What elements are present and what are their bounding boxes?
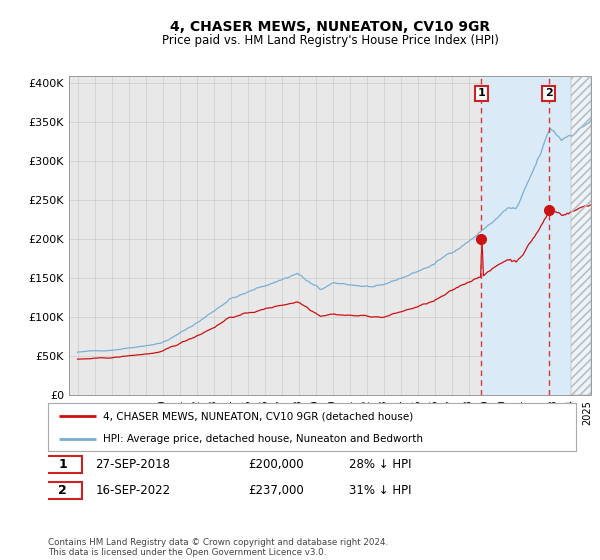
Text: Contains HM Land Registry data © Crown copyright and database right 2024.
This d: Contains HM Land Registry data © Crown c… bbox=[48, 538, 388, 557]
Text: Price paid vs. HM Land Registry's House Price Index (HPI): Price paid vs. HM Land Registry's House … bbox=[161, 34, 499, 46]
Bar bbox=[571, 76, 591, 395]
Bar bbox=[481, 76, 548, 395]
Bar bbox=[571, 76, 591, 395]
Text: 2: 2 bbox=[58, 484, 67, 497]
FancyBboxPatch shape bbox=[43, 482, 82, 500]
FancyBboxPatch shape bbox=[43, 455, 82, 473]
Text: HPI: Average price, detached house, Nuneaton and Bedworth: HPI: Average price, detached house, Nune… bbox=[103, 434, 424, 444]
Text: 1: 1 bbox=[478, 88, 485, 99]
Text: 2: 2 bbox=[545, 88, 553, 99]
Bar bbox=[548, 76, 571, 395]
Text: £237,000: £237,000 bbox=[248, 484, 304, 497]
Text: 28% ↓ HPI: 28% ↓ HPI bbox=[349, 458, 412, 470]
Text: £200,000: £200,000 bbox=[248, 458, 304, 470]
Text: 4, CHASER MEWS, NUNEATON, CV10 9GR: 4, CHASER MEWS, NUNEATON, CV10 9GR bbox=[170, 20, 490, 34]
Text: 4, CHASER MEWS, NUNEATON, CV10 9GR (detached house): 4, CHASER MEWS, NUNEATON, CV10 9GR (deta… bbox=[103, 411, 413, 421]
Text: 16-SEP-2022: 16-SEP-2022 bbox=[95, 484, 170, 497]
Text: 1: 1 bbox=[58, 458, 67, 470]
Bar bbox=[571, 76, 591, 395]
Text: 31% ↓ HPI: 31% ↓ HPI bbox=[349, 484, 412, 497]
Text: 27-SEP-2018: 27-SEP-2018 bbox=[95, 458, 170, 470]
